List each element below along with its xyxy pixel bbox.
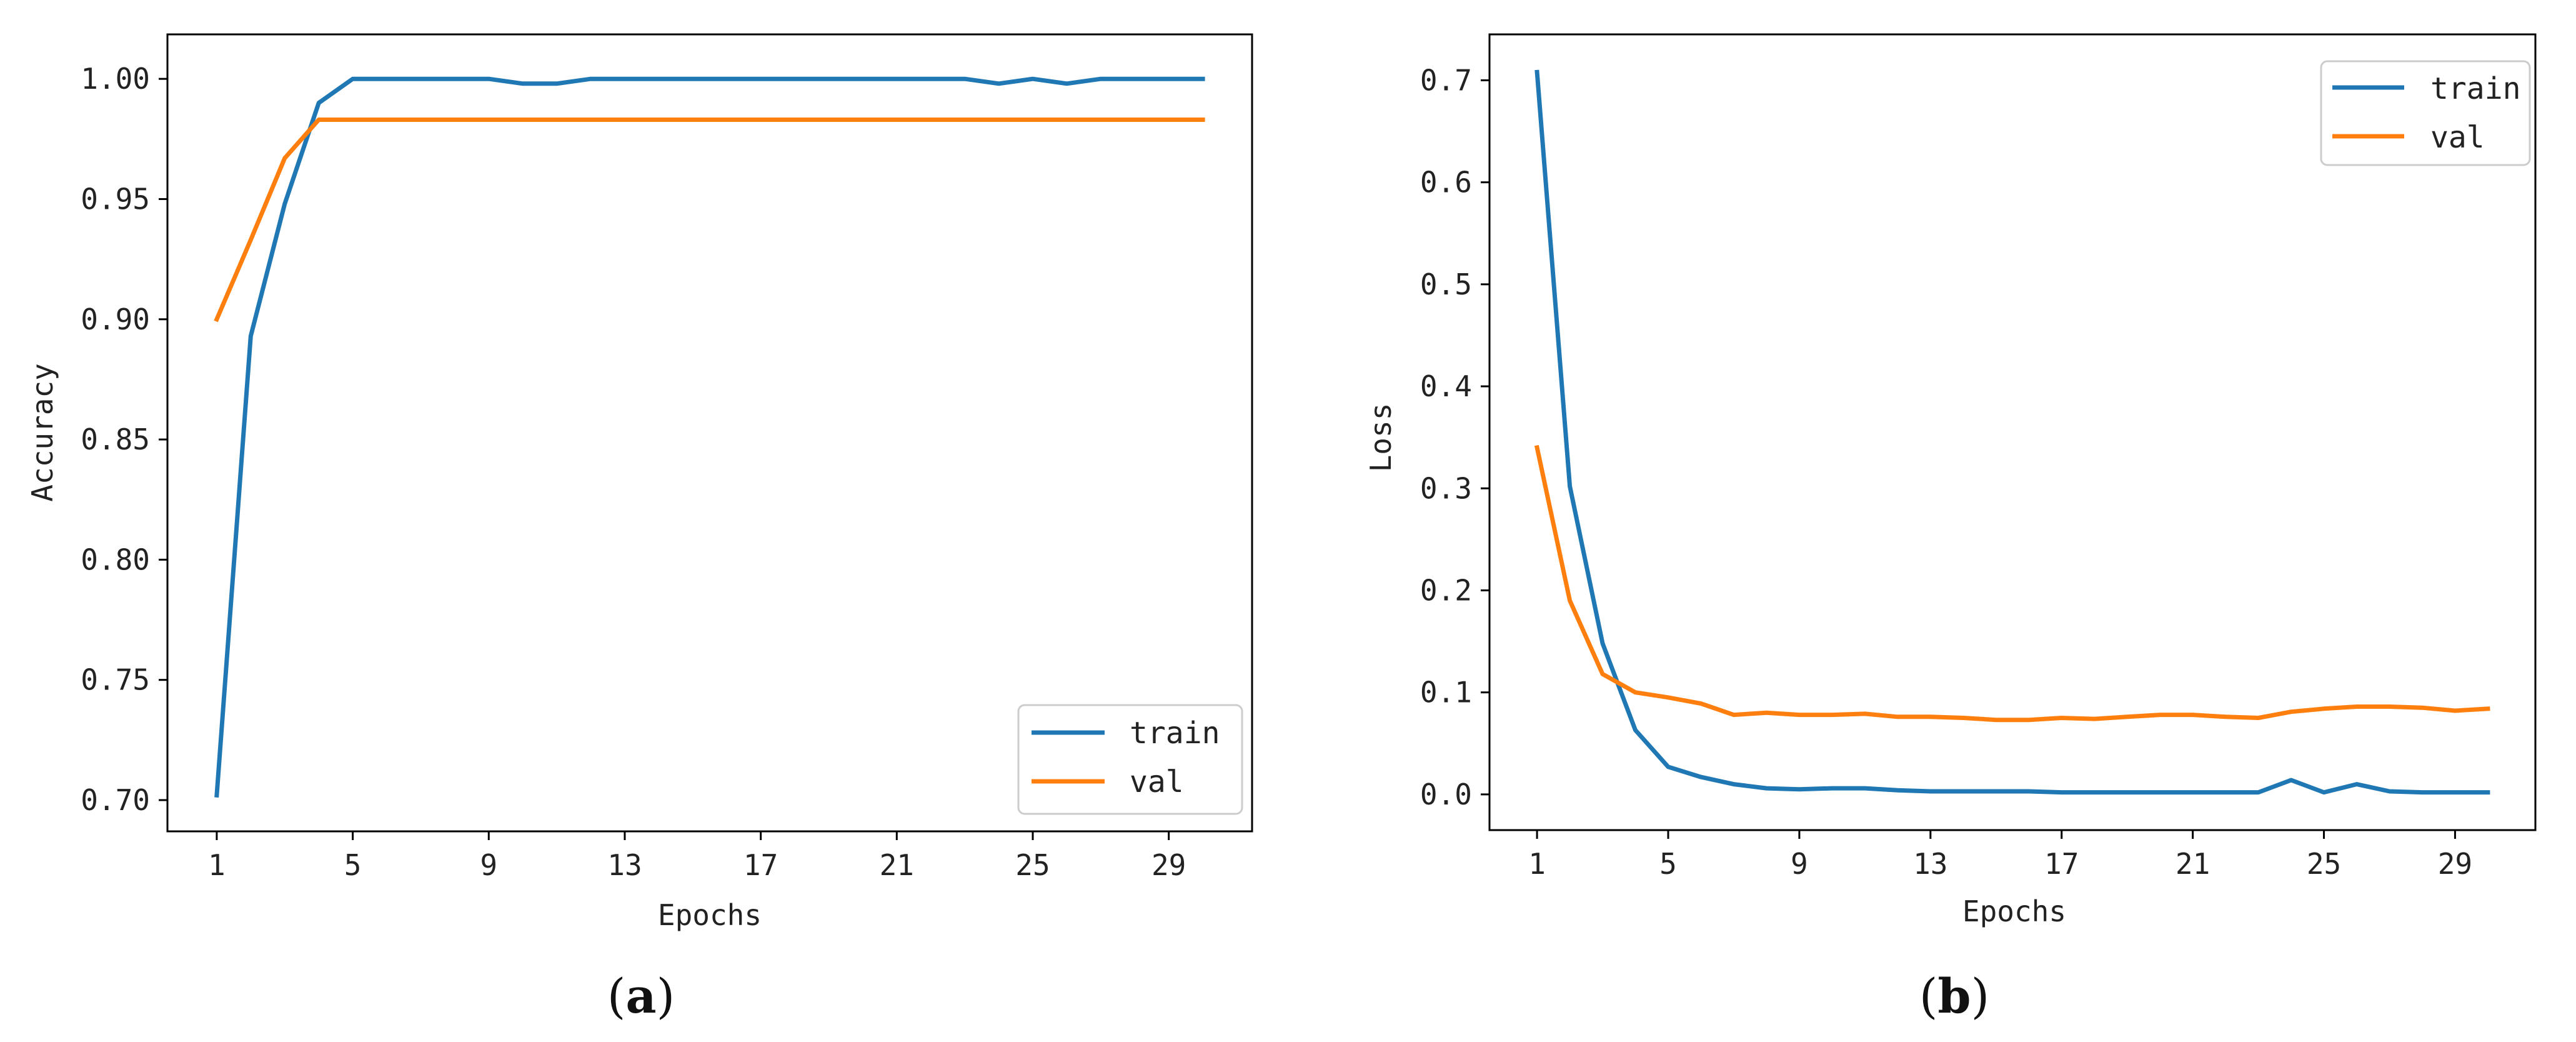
x-tick-label: 21 — [880, 848, 914, 882]
x-tick-label: 17 — [2044, 847, 2079, 881]
panel-b-x-axis-label: Epochs — [1962, 894, 2066, 928]
x-tick-label: 5 — [344, 848, 362, 882]
y-tick-label: 0.3 — [1420, 471, 1472, 505]
y-tick-label: 0.70 — [81, 783, 150, 817]
y-tick-label: 0.95 — [81, 182, 150, 216]
x-tick-label: 29 — [2438, 847, 2472, 881]
x-tick-label: 9 — [480, 848, 497, 882]
panel-a-marks — [214, 76, 1205, 798]
panel-b-y-axis-label: Loss — [1364, 403, 1398, 473]
panel-a-caption-letter: a — [625, 968, 656, 1024]
panel-b-plot-frame — [1488, 33, 2537, 831]
legend-val-label: val — [2430, 120, 2485, 155]
y-tick-label: 0.90 — [81, 303, 150, 336]
panel-b-y-ticks: 0.0 0.1 0.2 0.3 0.4 0.5 0.6 0.7 — [1420, 63, 1489, 811]
panel-a-legend: train val — [1017, 704, 1243, 815]
panel-b-caption: (b) — [1919, 968, 1989, 1024]
panel-a-y-ticks: 0.70 0.75 0.80 0.85 0.90 0.95 1.00 — [81, 62, 167, 817]
panel-a-y-axis-label: Accuracy — [26, 363, 59, 502]
panel-a: 1 5 9 13 17 21 25 29 0.70 0.75 0.80 0.85 0.90 0.95 1.… — [26, 33, 1253, 1024]
x-tick-label: 1 — [208, 848, 226, 882]
panel-b-legend: train val — [2320, 60, 2531, 166]
panel-b-x-ticks: 1 5 9 13 17 21 25 29 — [1528, 830, 2472, 881]
panel-a-x-axis-label: Epochs — [658, 898, 762, 932]
y-tick-label: 0.80 — [81, 543, 150, 576]
x-tick-label: 5 — [1659, 847, 1677, 881]
panel-b-marks — [1534, 69, 2490, 795]
series-line-train — [214, 76, 1205, 798]
y-tick-label: 0.7 — [1420, 63, 1472, 97]
legend-train-label: train — [2430, 71, 2521, 106]
series-line-val — [1534, 444, 2490, 723]
x-tick-label: 9 — [1791, 847, 1808, 881]
x-tick-label: 29 — [1151, 848, 1186, 882]
y-tick-label: 1.00 — [81, 62, 150, 96]
y-tick-label: 0.0 — [1420, 778, 1472, 811]
legend-train-label: train — [1130, 716, 1220, 751]
legend-val-label: val — [1130, 764, 1184, 799]
y-tick-label: 0.5 — [1420, 268, 1472, 301]
x-tick-label: 13 — [1913, 847, 1947, 881]
series-line-val — [214, 118, 1205, 323]
y-tick-label: 0.4 — [1420, 369, 1472, 403]
x-tick-label: 13 — [607, 848, 642, 882]
series-line-train — [1534, 69, 2490, 795]
x-tick-label: 1 — [1528, 847, 1546, 881]
x-tick-label: 21 — [2176, 847, 2210, 881]
y-tick-label: 0.1 — [1420, 676, 1472, 709]
y-tick-label: 0.2 — [1420, 573, 1472, 607]
x-tick-label: 17 — [743, 848, 778, 882]
panel-b: 1 5 9 13 17 21 25 29 0.0 0.1 0.2 0.3 0.4 0.5 0.6 0.7 E… — [1364, 33, 2537, 1024]
x-tick-label: 25 — [2307, 847, 2341, 881]
panel-b-caption-letter: b — [1937, 968, 1971, 1024]
panel-a-plot-frame — [166, 33, 1253, 833]
y-tick-label: 0.75 — [81, 663, 150, 697]
y-tick-label: 0.6 — [1420, 166, 1472, 199]
panel-a-x-ticks: 1 5 9 13 17 21 25 29 — [208, 831, 1186, 882]
y-tick-label: 0.85 — [81, 423, 150, 456]
x-tick-label: 25 — [1015, 848, 1050, 882]
panel-a-caption: (a) — [607, 968, 675, 1024]
